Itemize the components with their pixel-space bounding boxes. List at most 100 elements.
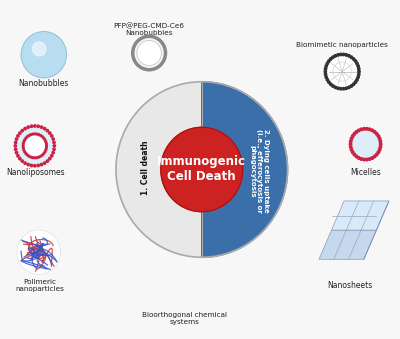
Polygon shape <box>364 201 389 259</box>
Ellipse shape <box>363 158 366 161</box>
Ellipse shape <box>14 148 17 151</box>
Ellipse shape <box>45 149 47 151</box>
Ellipse shape <box>15 138 18 140</box>
Ellipse shape <box>342 87 345 90</box>
Ellipse shape <box>22 147 24 149</box>
Ellipse shape <box>46 147 47 149</box>
Ellipse shape <box>40 135 42 136</box>
Ellipse shape <box>22 143 24 145</box>
Text: 1. Cell death: 1. Cell death <box>141 140 150 195</box>
Ellipse shape <box>358 73 360 76</box>
Ellipse shape <box>24 139 26 141</box>
Ellipse shape <box>379 146 382 148</box>
Ellipse shape <box>326 79 328 81</box>
Ellipse shape <box>52 152 54 154</box>
Ellipse shape <box>378 148 381 151</box>
Ellipse shape <box>28 155 30 157</box>
Ellipse shape <box>36 133 38 135</box>
Ellipse shape <box>30 125 33 127</box>
Ellipse shape <box>348 127 383 162</box>
Text: Nanosheets: Nanosheets <box>327 281 372 291</box>
Ellipse shape <box>324 71 326 73</box>
Ellipse shape <box>161 127 243 212</box>
Ellipse shape <box>378 137 381 140</box>
Ellipse shape <box>50 135 53 137</box>
Ellipse shape <box>34 157 36 159</box>
Text: 2. Dying cells uptake
(i.e., efferocytosis or
phagocytosis: 2. Dying cells uptake (i.e., efferocytos… <box>250 129 270 213</box>
Ellipse shape <box>352 135 354 137</box>
Ellipse shape <box>19 132 21 134</box>
Ellipse shape <box>352 58 355 60</box>
Ellipse shape <box>34 133 36 135</box>
Ellipse shape <box>366 158 368 161</box>
Ellipse shape <box>30 134 32 136</box>
Text: Biomimetic nanoparticles: Biomimetic nanoparticles <box>296 42 388 47</box>
Ellipse shape <box>350 148 353 151</box>
Ellipse shape <box>324 73 327 76</box>
Ellipse shape <box>332 85 334 87</box>
Ellipse shape <box>43 153 45 155</box>
Ellipse shape <box>21 160 24 162</box>
Ellipse shape <box>334 86 337 88</box>
Ellipse shape <box>348 86 350 88</box>
Ellipse shape <box>30 164 33 167</box>
Ellipse shape <box>44 151 46 153</box>
Text: Polimeric
nanoparticles: Polimeric nanoparticles <box>16 279 64 293</box>
Ellipse shape <box>26 136 28 138</box>
Ellipse shape <box>340 87 342 90</box>
Ellipse shape <box>363 127 366 130</box>
Ellipse shape <box>356 79 358 81</box>
Ellipse shape <box>32 133 34 135</box>
Ellipse shape <box>355 131 358 133</box>
Ellipse shape <box>376 153 378 156</box>
Ellipse shape <box>342 53 345 56</box>
Ellipse shape <box>373 155 376 158</box>
Ellipse shape <box>371 157 374 159</box>
Ellipse shape <box>325 65 328 67</box>
Ellipse shape <box>40 163 43 166</box>
Ellipse shape <box>137 40 161 65</box>
Ellipse shape <box>27 126 29 128</box>
Ellipse shape <box>50 155 53 157</box>
Ellipse shape <box>350 146 352 148</box>
Ellipse shape <box>324 53 361 91</box>
Text: Micelles: Micelles <box>350 168 381 177</box>
Ellipse shape <box>38 134 40 136</box>
Ellipse shape <box>44 127 46 130</box>
Ellipse shape <box>357 65 359 67</box>
Ellipse shape <box>14 145 16 147</box>
Ellipse shape <box>24 151 26 153</box>
Ellipse shape <box>133 36 166 70</box>
Ellipse shape <box>27 163 29 166</box>
Ellipse shape <box>15 126 54 166</box>
Ellipse shape <box>30 156 32 158</box>
Ellipse shape <box>366 127 368 130</box>
Ellipse shape <box>349 143 352 145</box>
Ellipse shape <box>328 81 330 83</box>
Ellipse shape <box>330 58 332 60</box>
Ellipse shape <box>350 56 352 58</box>
Ellipse shape <box>46 129 48 132</box>
Ellipse shape <box>358 67 360 70</box>
Ellipse shape <box>21 32 66 78</box>
Ellipse shape <box>42 154 43 156</box>
Ellipse shape <box>373 131 376 133</box>
Ellipse shape <box>32 157 34 159</box>
Text: PFP@PEG-CMD-Ce6
Nanobubbles: PFP@PEG-CMD-Ce6 Nanobubbles <box>114 23 185 36</box>
Ellipse shape <box>332 56 334 58</box>
Ellipse shape <box>40 126 43 128</box>
Polygon shape <box>332 201 389 230</box>
Ellipse shape <box>337 54 339 56</box>
Ellipse shape <box>45 141 47 143</box>
Ellipse shape <box>46 160 48 162</box>
Ellipse shape <box>46 145 48 147</box>
Text: Nanoliposomes: Nanoliposomes <box>7 168 65 177</box>
Ellipse shape <box>46 143 47 145</box>
Ellipse shape <box>14 141 17 144</box>
Ellipse shape <box>49 132 51 134</box>
Ellipse shape <box>116 82 288 257</box>
Ellipse shape <box>358 157 360 159</box>
Ellipse shape <box>44 162 46 164</box>
Ellipse shape <box>325 76 328 78</box>
Text: Nanobubbles: Nanobubbles <box>19 79 69 88</box>
